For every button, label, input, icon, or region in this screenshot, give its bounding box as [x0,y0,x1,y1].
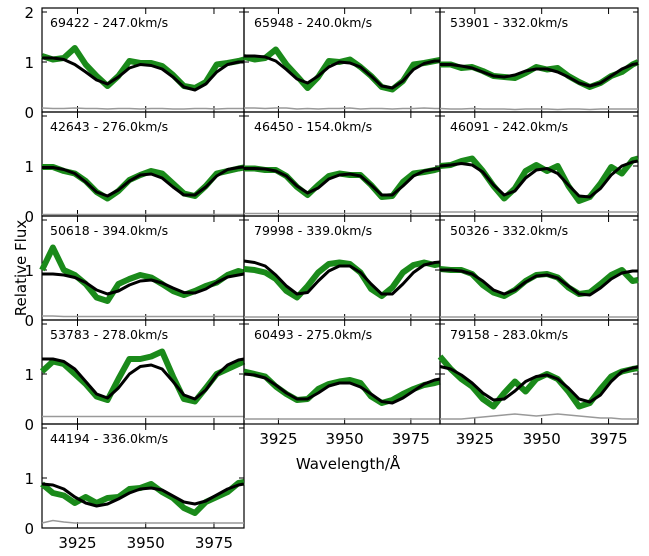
x-tick-label: 3975 [589,430,627,448]
panel-title: 50618 - 394.0km/s [50,223,168,238]
model-spectrum-line [42,357,245,401]
model-spectrum-line [243,259,441,296]
spectrum-panel-11: 60493 - 275.0km/s 3925 3950 3975 [243,319,441,448]
x-tick-label: 3950 [523,430,561,448]
model-spectrum-line [439,159,639,199]
x-tick-label: 3950 [127,534,165,552]
panel-title: 53901 - 332.0km/s [450,15,568,30]
y-tick-label: 1 [24,54,34,72]
spectrum-panel-7: 50618 - 394.0km/s 0 1 [24,215,245,330]
y-axis-label: Relative Flux [12,220,30,317]
observed-spectrum-line [39,244,245,304]
noise-line [440,413,638,420]
panel-frame [41,423,245,529]
observed-spectrum-line [243,259,441,301]
panel-grid: 69422 - 247.0km/s 0 1 2 65948 - 240.0km/s 539… [24,4,640,552]
y-tick-label: 0 [24,312,34,330]
y-tick-label: 0 [24,416,34,434]
observed-spectrum-line [40,479,245,516]
model-spectrum-line [439,365,639,404]
x-tick-label: 3950 [326,430,364,448]
model-spectrum-line [244,167,441,197]
spectrum-panel-5: 46450 - 154.0km/s [243,111,441,217]
panel-frame [439,319,639,425]
y-tick-label: 0 [24,208,34,226]
spectrum-panel-3: 53901 - 332.0km/s [439,7,640,113]
spectrum-panel-13: 44194 - 336.0km/s 0 1 3925 3950 3975 [24,423,245,552]
y-tick-label: 1 [24,366,34,384]
noise-line [439,107,638,111]
x-tick-label: 3975 [195,534,233,552]
y-tick-label: 2 [24,4,34,22]
spectrum-panel-8: 79998 - 339.0km/s [243,215,441,321]
observed-spectrum-line [243,368,441,406]
observed-spectrum-line [243,46,441,93]
model-spectrum-line [42,272,245,296]
y-tick-label: 0 [24,104,34,122]
model-spectrum-line [42,165,245,198]
model-spectrum-line [42,56,244,92]
x-tick-label: 3925 [58,534,96,552]
panel-title: 60493 - 275.0km/s [254,327,372,342]
y-tick-label: 1 [24,158,34,176]
y-tick-label: 0 [24,520,34,538]
noise-line [42,315,244,318]
spectrum-panel-12: 79158 - 283.0km/s 3925 3950 3975 [437,319,639,448]
y-tick-label: 1 [24,262,34,280]
spectrum-panel-4: 42643 - 276.0km/s 0 1 [24,111,245,226]
model-spectrum-line [243,372,441,405]
spectrum-panel-6: 46091 - 242.0km/s [439,111,639,217]
noise-line [244,107,440,110]
noise-line [41,107,244,110]
panel-title: 46450 - 154.0km/s [254,119,372,134]
model-spectrum-line [41,482,245,508]
observed-spectrum-line [41,45,245,91]
panel-title: 50326 - 332.0km/s [450,223,568,238]
panel-title: 53783 - 278.0km/s [50,327,168,342]
y-tick-label: 1 [24,470,34,488]
spectrum-panel-10: 53783 - 278.0km/s 0 1 [24,319,246,434]
observed-spectrum-line [244,165,441,200]
panel-title: 42643 - 276.0km/s [50,119,168,134]
panel-title: 69422 - 247.0km/s [50,15,168,30]
x-tick-label: 3925 [456,430,494,448]
panel-title: 79158 - 283.0km/s [450,327,568,342]
model-spectrum-line [440,268,638,297]
observed-spectrum-line [39,348,246,405]
x-tick-label: 3975 [392,430,430,448]
noise-line [41,519,244,524]
x-axis-label: Wavelength/Å [296,454,401,473]
panel-title: 46091 - 242.0km/s [450,119,568,134]
model-spectrum-line [440,62,639,88]
panel-title: 44194 - 336.0km/s [50,431,168,446]
spectrum-panel-9: 50326 - 332.0km/s [439,215,639,321]
spectrum-panel-2: 65948 - 240.0km/s [243,7,441,113]
spectrum-panel-1: 69422 - 247.0km/s 0 1 2 [24,4,245,122]
observed-spectrum-line [440,59,640,90]
panel-title: 65948 - 240.0km/s [254,15,372,30]
panel-title: 79998 - 339.0km/s [254,223,372,238]
model-spectrum-line [244,54,440,90]
x-tick-label: 3925 [259,430,297,448]
